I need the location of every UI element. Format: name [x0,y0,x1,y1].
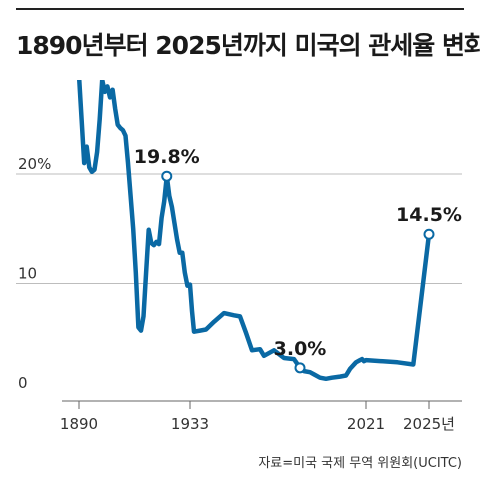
series-line-0 [77,80,432,382]
series-line [77,80,432,382]
x-tick-label: 1933 [171,415,209,433]
data-label: 19.8% [134,146,200,168]
y-tick-label: 20% [18,155,51,173]
y-tick-label: 0 [18,374,28,392]
x-tick-label: 2025년 [403,415,455,433]
annotation-markers [161,170,435,374]
axes [62,400,462,409]
data-label: 3.0% [274,338,327,360]
x-tick-label: 1890 [60,415,98,433]
data-point-marker [161,170,173,182]
x-tick-label: 2021 [347,415,385,433]
data-point-marker [294,362,306,374]
source-note: 자료=미국 국제 무역 위원회(UCITC) [258,456,462,471]
tick-and-data-labels: 0 10 20% 1890 1933 2021 2025년 19.8% 3.0% 14.5% [18,146,462,433]
y-tick-label: 10 [18,265,37,283]
gridlines [16,173,462,284]
data-label: 14.5% [396,204,462,226]
chart-title: 1890년부터 2025년까지 미국의 관세율 변화 [16,31,480,60]
top-rule [16,8,464,10]
data-point-marker [423,228,435,240]
